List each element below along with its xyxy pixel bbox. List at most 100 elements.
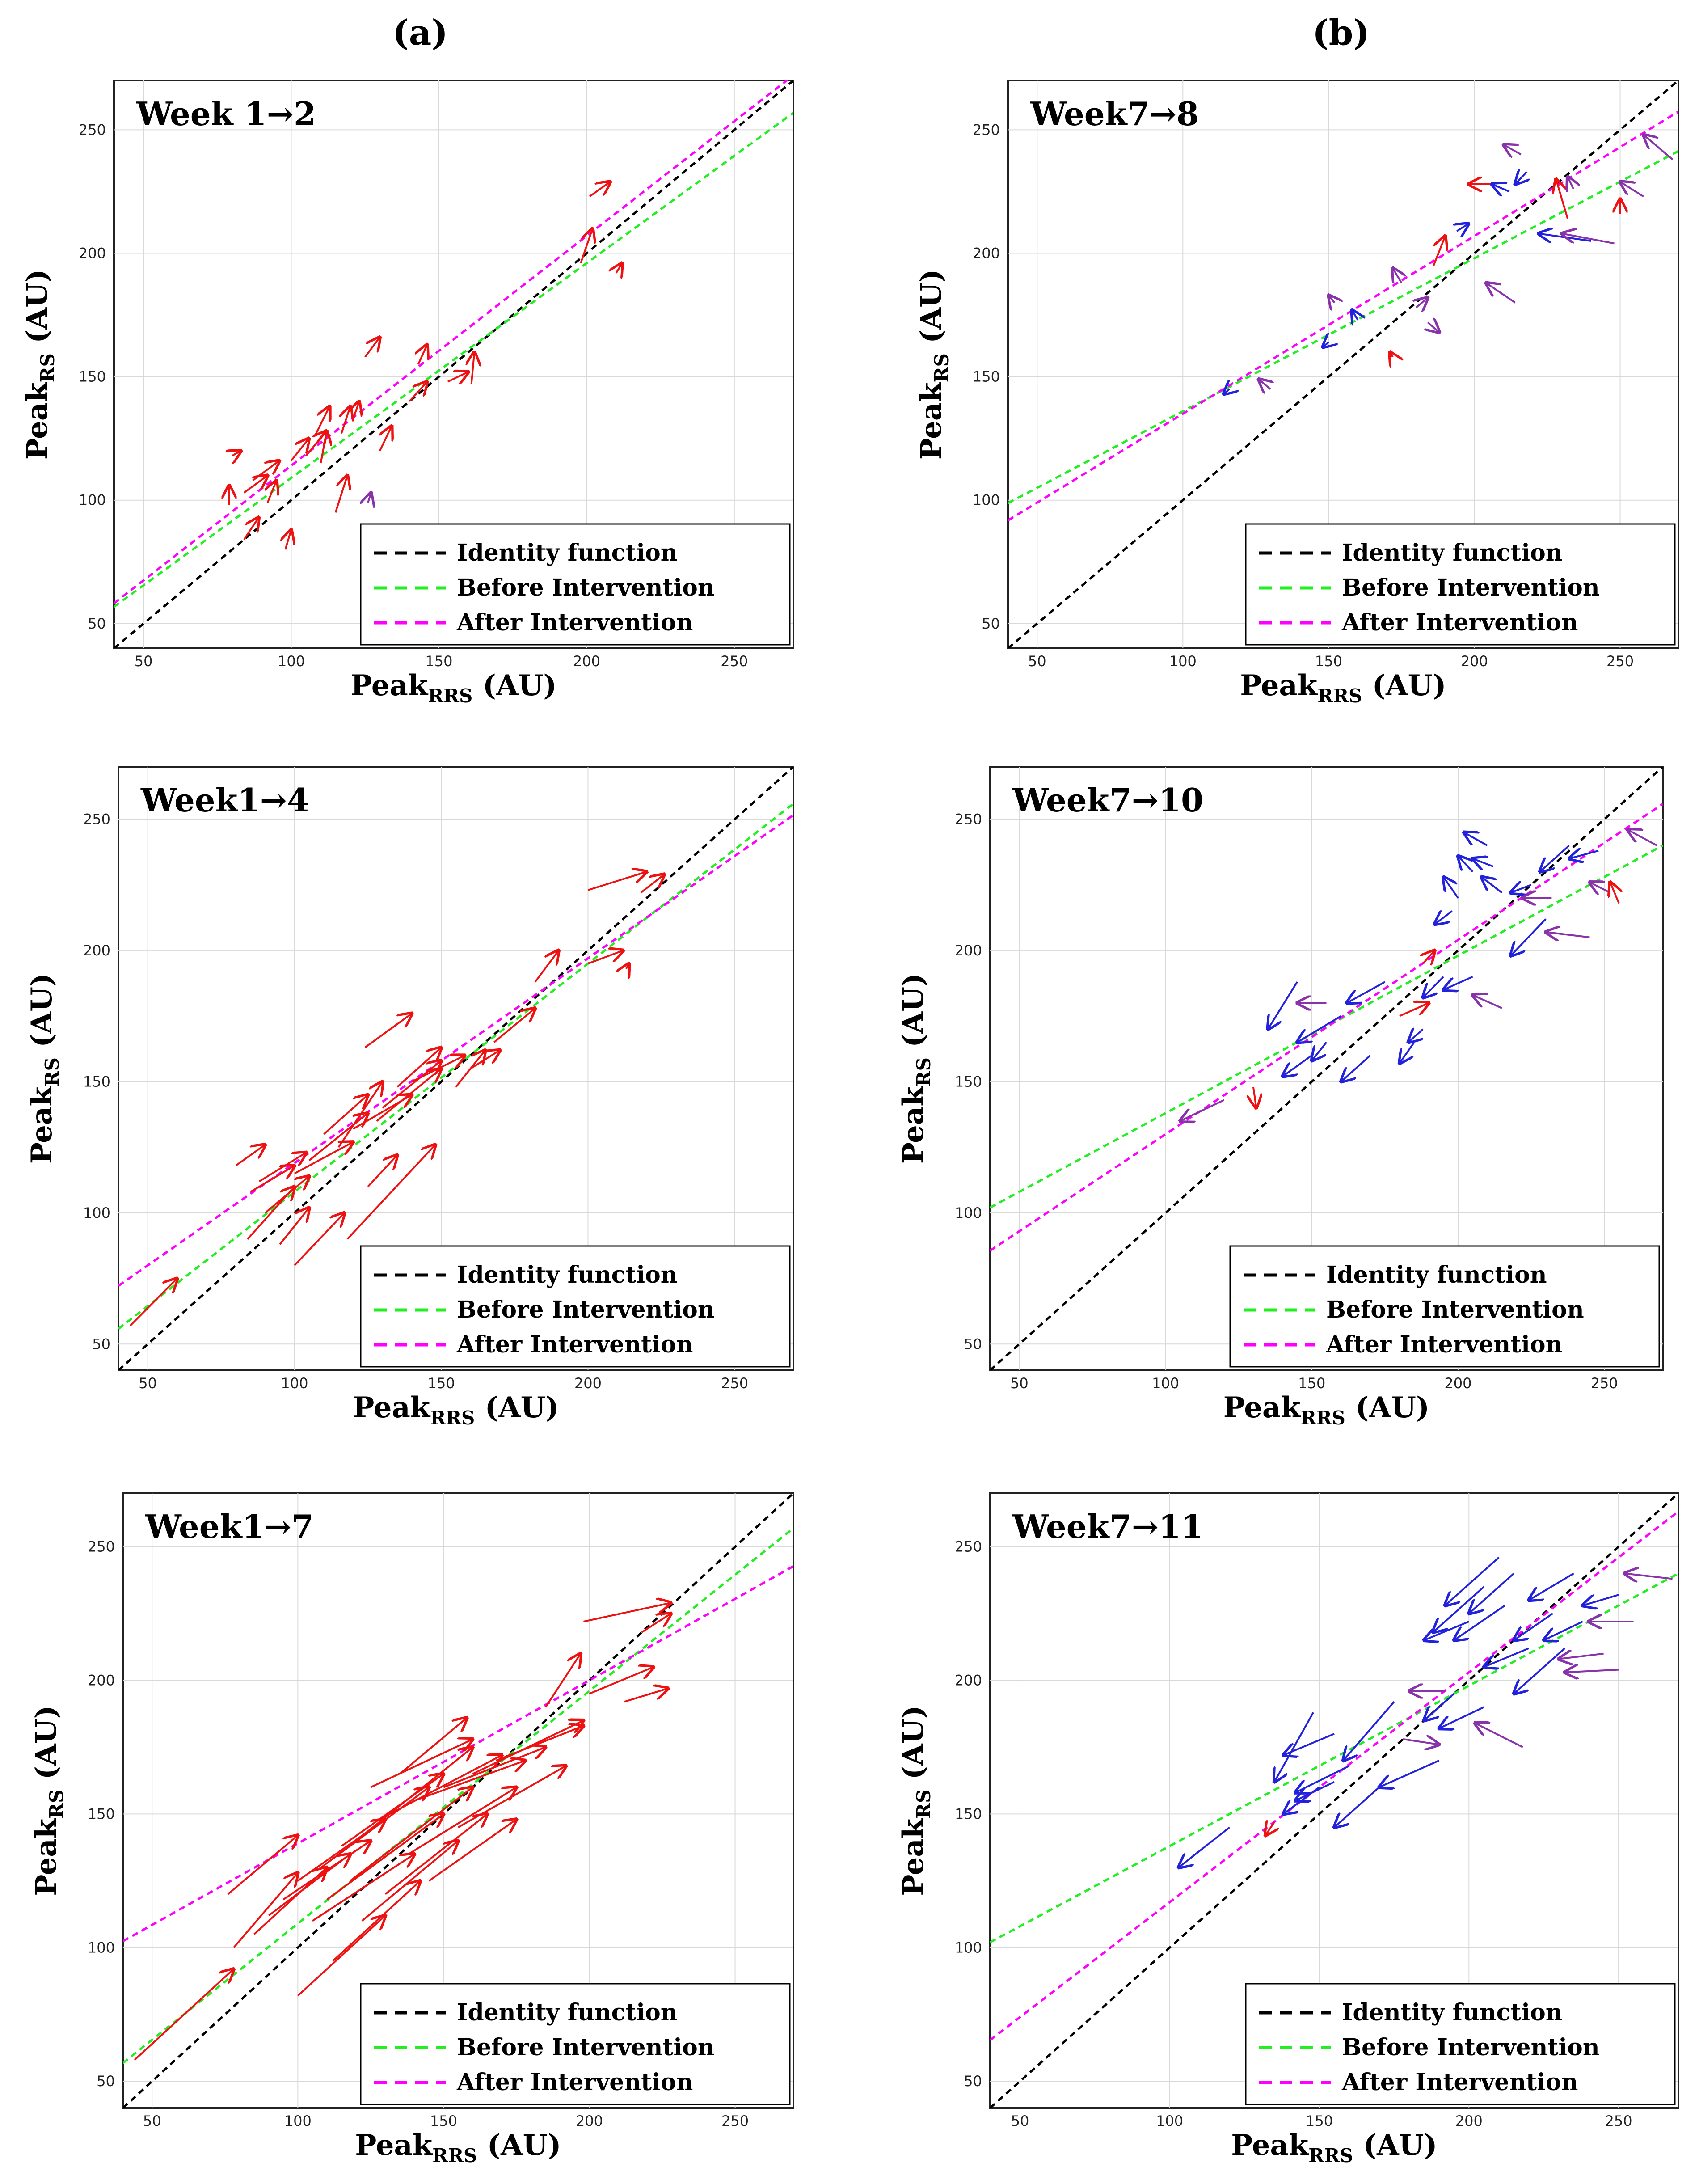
data-arrow [1514, 1648, 1565, 1694]
x-tick-label: 250 [721, 2112, 749, 2129]
data-arrow [1515, 172, 1527, 184]
after-intervention-line [1008, 110, 1678, 522]
data-arrow [332, 1881, 421, 1962]
before-intervention-line [114, 112, 793, 608]
data-arrow [233, 1873, 298, 1948]
data-arrow [379, 1755, 502, 1821]
y-axis-label-sub: RS [931, 353, 953, 382]
plot-content [1008, 80, 1678, 648]
legend: Identity function Before Intervention Afte… [1229, 1245, 1660, 1368]
data-arrow [626, 963, 629, 969]
y-tick-label: 150 [955, 1805, 982, 1822]
legend-box [1229, 1245, 1660, 1368]
data-arrow [1341, 1055, 1371, 1082]
x-tick-label: 50 [1028, 653, 1046, 670]
data-arrow [1416, 298, 1428, 308]
data-arrow [641, 1614, 671, 1633]
data-arrow [353, 401, 359, 419]
data-arrow [544, 1654, 581, 1708]
x-axis-label-main: Peak [353, 1391, 431, 1424]
x-tick-label: 200 [1455, 2112, 1483, 2129]
x-tick-label: 150 [425, 653, 452, 670]
data-arrow [1390, 352, 1393, 357]
data-arrow [1464, 832, 1488, 846]
data-arrow [323, 1095, 368, 1135]
legend-entry: Before Intervention [457, 1296, 715, 1323]
x-tick-label: 200 [576, 2112, 603, 2129]
plot-content [990, 767, 1663, 1370]
y-axis-label: PeakRS (AU) [21, 269, 59, 460]
legend: Identity function Before Intervention Afte… [1245, 1983, 1676, 2105]
before-intervention-line [990, 844, 1663, 1209]
y-tick-label: 250 [973, 121, 1000, 138]
data-arrow [297, 1916, 385, 1997]
data-arrow [1433, 236, 1445, 266]
x-tick-label: 100 [1156, 2112, 1183, 2129]
data-arrow [1347, 981, 1386, 1003]
x-tick-label: 250 [721, 1375, 748, 1392]
data-arrow [493, 1008, 535, 1043]
data-arrow [235, 1145, 266, 1166]
legend: Identity function Before Intervention Afte… [1245, 523, 1676, 646]
plot-content [990, 1493, 1678, 2108]
x-tick-label: 250 [1605, 2112, 1632, 2129]
data-arrow [1180, 1099, 1225, 1121]
data-arrow [1323, 342, 1328, 347]
data-arrow [583, 1603, 671, 1622]
y-axis-label-main: Peak [30, 1818, 63, 1896]
x-axis-label-sub: RRS [1317, 685, 1362, 707]
x-axis-label-main: Peak [1231, 2129, 1309, 2162]
y-tick-label: 100 [88, 1939, 115, 1956]
legend: Identity function Before Intervention Afte… [360, 1245, 791, 1368]
x-axis-label-unit: (AU) [1353, 2129, 1437, 2162]
data-arrow [320, 1787, 429, 1868]
data-arrow [1511, 918, 1547, 955]
data-arrow [1504, 145, 1522, 155]
data-arrow [1352, 310, 1358, 320]
identity-line [114, 80, 793, 648]
data-arrow [376, 1069, 441, 1122]
legend-entry: Identity function [1342, 1999, 1563, 2026]
data-arrow [443, 1747, 545, 1788]
legend-entry: Before Intervention [457, 2034, 715, 2061]
data-arrow [1475, 1723, 1523, 1748]
after-intervention-line [990, 1510, 1678, 2041]
data-arrow [341, 1774, 443, 1847]
chart-panel-3: 50 100 150 200 25050100150200250Week1→4PeakR… [25, 766, 794, 1429]
y-tick-label: 50 [982, 615, 1000, 632]
legend-box [360, 523, 791, 646]
data-arrow [1473, 858, 1494, 866]
data-arrow [1624, 1573, 1673, 1579]
data-arrow [1620, 182, 1644, 198]
y-tick-label: 200 [955, 1672, 982, 1689]
data-arrow [1334, 1787, 1380, 1828]
y-tick-label: 250 [83, 811, 110, 828]
data-arrow [580, 228, 592, 264]
data-arrow [408, 1787, 516, 1855]
x-axis-label: PeakRRS (AU) [350, 669, 556, 707]
x-tick-label: 150 [1298, 1375, 1325, 1392]
column-label-b: (b) [1312, 13, 1370, 53]
data-arrow [1403, 1739, 1439, 1745]
data-arrow [1393, 268, 1402, 283]
data-arrow [640, 874, 665, 894]
data-arrow [1433, 1586, 1485, 1632]
data-arrow [264, 1176, 309, 1214]
data-arrow [1562, 233, 1615, 245]
data-arrow [1253, 1086, 1256, 1108]
x-axis-label: PeakRRS (AU) [1231, 2129, 1437, 2167]
data-arrow [364, 1014, 412, 1048]
data-arrow [1343, 1701, 1395, 1761]
data-arrow [1589, 882, 1611, 892]
data-arrow [496, 1726, 584, 1762]
legend-entry: Identity function [457, 1261, 678, 1288]
y-tick-label: 250 [955, 1538, 982, 1555]
x-axis-label-sub: RRS [1308, 2145, 1353, 2167]
x-tick-label: 50 [139, 1375, 157, 1392]
x-axis-label-unit: (AU) [475, 1391, 559, 1424]
x-tick-label: 100 [278, 653, 305, 670]
data-arrow [1312, 1042, 1328, 1060]
x-tick-label: 150 [1306, 2112, 1333, 2129]
data-arrow [227, 1835, 298, 1895]
after-intervention-line [118, 814, 793, 1287]
